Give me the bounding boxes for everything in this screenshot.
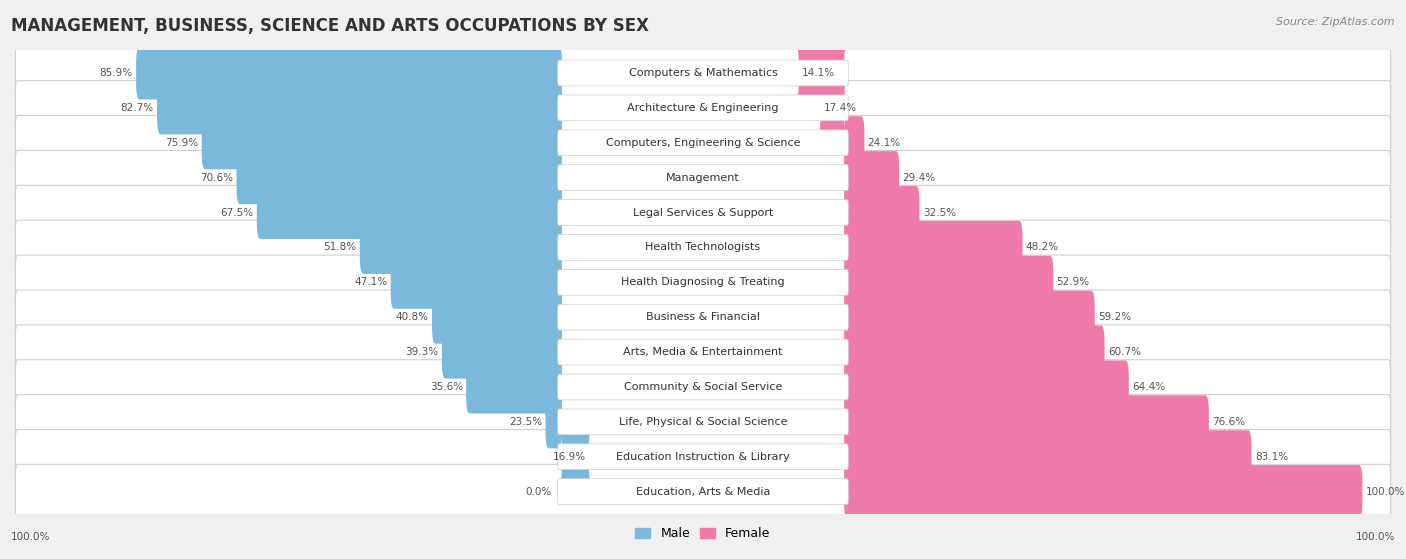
Text: 17.4%: 17.4% [824,103,856,113]
FancyBboxPatch shape [15,360,1391,414]
Text: 59.2%: 59.2% [1098,312,1130,322]
FancyBboxPatch shape [257,186,562,239]
FancyBboxPatch shape [546,395,562,448]
FancyBboxPatch shape [844,361,1129,414]
Text: 14.1%: 14.1% [801,68,835,78]
FancyBboxPatch shape [15,220,1391,274]
FancyBboxPatch shape [15,290,1391,344]
Text: 24.1%: 24.1% [868,138,901,148]
FancyBboxPatch shape [558,409,848,435]
FancyBboxPatch shape [558,430,592,483]
Text: 76.6%: 76.6% [1212,417,1246,427]
FancyBboxPatch shape [817,82,848,134]
FancyBboxPatch shape [467,361,562,414]
FancyBboxPatch shape [844,395,1209,448]
Text: MANAGEMENT, BUSINESS, SCIENCE AND ARTS OCCUPATIONS BY SEX: MANAGEMENT, BUSINESS, SCIENCE AND ARTS O… [11,17,650,35]
Text: Life, Physical & Social Science: Life, Physical & Social Science [619,417,787,427]
Text: 32.5%: 32.5% [922,207,956,217]
FancyBboxPatch shape [844,186,920,239]
FancyBboxPatch shape [844,151,900,204]
FancyBboxPatch shape [844,221,1022,274]
Legend: Male, Female: Male, Female [630,522,776,545]
Text: 83.1%: 83.1% [1254,452,1288,462]
Text: 67.5%: 67.5% [221,207,253,217]
Text: Business & Financial: Business & Financial [645,312,761,322]
FancyBboxPatch shape [15,395,1391,449]
Text: Source: ZipAtlas.com: Source: ZipAtlas.com [1277,17,1395,27]
FancyBboxPatch shape [136,46,562,100]
FancyBboxPatch shape [844,256,1053,309]
FancyBboxPatch shape [558,304,848,330]
FancyBboxPatch shape [360,221,562,274]
FancyBboxPatch shape [796,46,848,100]
Text: 47.1%: 47.1% [354,277,388,287]
FancyBboxPatch shape [558,444,848,470]
Text: 82.7%: 82.7% [121,103,153,113]
FancyBboxPatch shape [15,46,1391,100]
FancyBboxPatch shape [558,339,848,365]
FancyBboxPatch shape [558,269,848,295]
FancyBboxPatch shape [15,186,1391,240]
Text: 60.7%: 60.7% [1108,347,1140,357]
Text: Computers, Engineering & Science: Computers, Engineering & Science [606,138,800,148]
Text: 48.2%: 48.2% [1026,243,1059,253]
FancyBboxPatch shape [157,82,562,134]
FancyBboxPatch shape [15,255,1391,310]
FancyBboxPatch shape [558,60,848,86]
Text: 51.8%: 51.8% [323,243,357,253]
FancyBboxPatch shape [15,465,1391,519]
Text: Arts, Media & Entertainment: Arts, Media & Entertainment [623,347,783,357]
FancyBboxPatch shape [844,325,1105,378]
FancyBboxPatch shape [15,116,1391,170]
Text: 75.9%: 75.9% [166,138,198,148]
FancyBboxPatch shape [844,430,1251,483]
Text: Computers & Mathematics: Computers & Mathematics [628,68,778,78]
Text: 52.9%: 52.9% [1057,277,1090,287]
Text: Health Diagnosing & Treating: Health Diagnosing & Treating [621,277,785,287]
FancyBboxPatch shape [236,151,562,204]
Text: 100.0%: 100.0% [11,532,51,542]
FancyBboxPatch shape [15,325,1391,379]
FancyBboxPatch shape [558,130,848,155]
FancyBboxPatch shape [201,116,562,169]
FancyBboxPatch shape [15,150,1391,205]
Text: 16.9%: 16.9% [553,452,585,462]
FancyBboxPatch shape [844,291,1095,344]
FancyBboxPatch shape [558,165,848,191]
FancyBboxPatch shape [844,116,865,169]
Text: Architecture & Engineering: Architecture & Engineering [627,103,779,113]
Text: 29.4%: 29.4% [903,173,935,183]
Text: 100.0%: 100.0% [1355,532,1395,542]
Text: 85.9%: 85.9% [100,68,132,78]
FancyBboxPatch shape [432,291,562,344]
FancyBboxPatch shape [15,429,1391,484]
Text: 40.8%: 40.8% [395,312,429,322]
FancyBboxPatch shape [558,235,848,260]
Text: 64.4%: 64.4% [1132,382,1166,392]
Text: 39.3%: 39.3% [405,347,439,357]
Text: Management: Management [666,173,740,183]
Text: Education Instruction & Library: Education Instruction & Library [616,452,790,462]
Text: 23.5%: 23.5% [509,417,543,427]
FancyBboxPatch shape [391,256,562,309]
FancyBboxPatch shape [441,325,562,378]
FancyBboxPatch shape [844,465,1362,518]
Text: Education, Arts & Media: Education, Arts & Media [636,486,770,496]
FancyBboxPatch shape [15,80,1391,135]
FancyBboxPatch shape [558,479,848,505]
Text: Legal Services & Support: Legal Services & Support [633,207,773,217]
FancyBboxPatch shape [558,374,848,400]
Text: Community & Social Service: Community & Social Service [624,382,782,392]
Text: 0.0%: 0.0% [526,486,553,496]
FancyBboxPatch shape [558,95,848,121]
Text: 35.6%: 35.6% [430,382,463,392]
FancyBboxPatch shape [558,200,848,225]
Text: 70.6%: 70.6% [200,173,233,183]
Text: Health Technologists: Health Technologists [645,243,761,253]
Text: 100.0%: 100.0% [1365,486,1405,496]
